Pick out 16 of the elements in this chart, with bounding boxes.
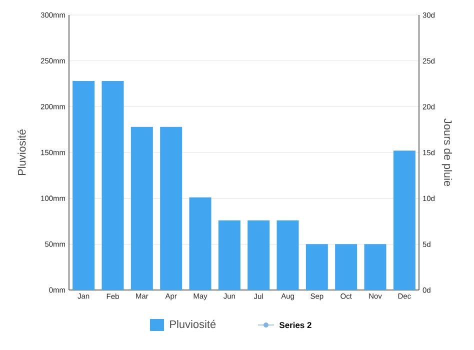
- bar: [335, 244, 358, 290]
- bar: [393, 150, 416, 290]
- bar: [306, 244, 328, 290]
- bar: [218, 220, 240, 290]
- bar: [130, 126, 153, 290]
- y2-axis-title: Jours de pluie: [442, 118, 452, 186]
- bar: [276, 220, 299, 290]
- bar: [364, 244, 386, 290]
- legend-label: Pluviosité: [170, 320, 216, 328]
- bar: [248, 220, 270, 290]
- legend-label: Series 2: [279, 322, 312, 328]
- bar: [102, 81, 124, 290]
- bar: [160, 126, 182, 290]
- bar: [72, 81, 95, 290]
- y-axis-title: Pluviosité: [18, 130, 26, 176]
- bar: [189, 197, 212, 290]
